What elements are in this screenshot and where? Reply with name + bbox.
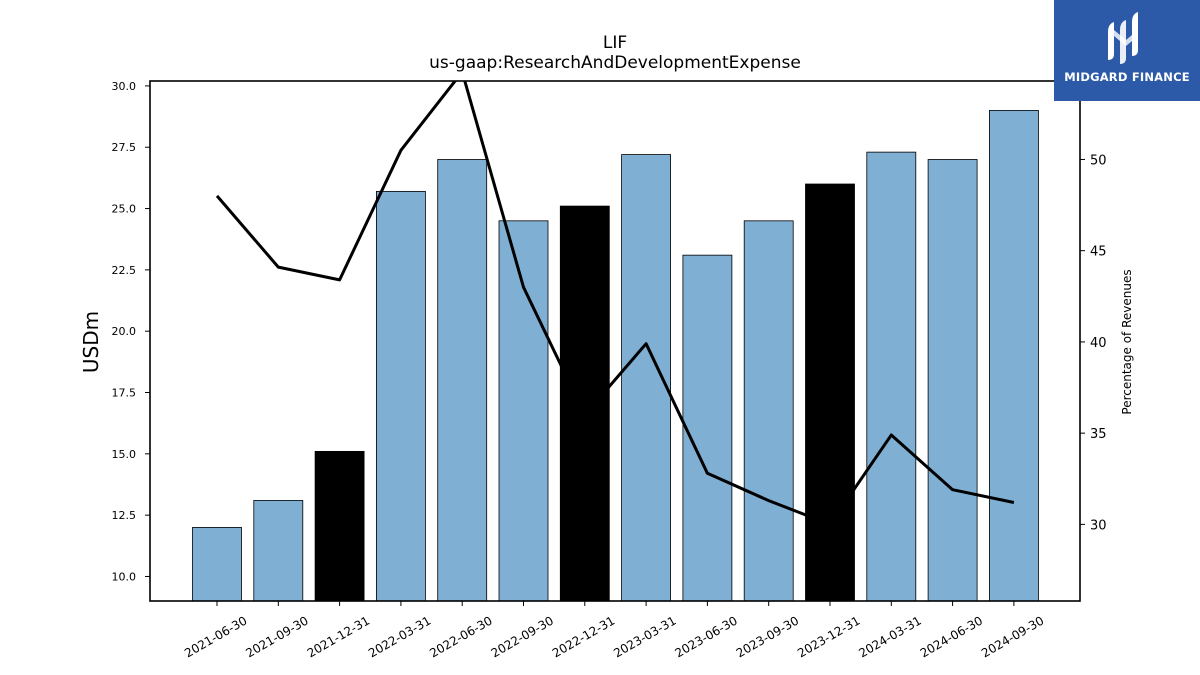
- y-tick-label: 12.5: [112, 509, 137, 522]
- bar-2023-06-30: [682, 254, 733, 602]
- y-tick-label: 10.0: [112, 570, 137, 583]
- y-tick-label: 27.5: [112, 141, 137, 154]
- bar-2021-06-30: [192, 527, 242, 602]
- bar-2021-12-31: [314, 450, 365, 602]
- midgard-finance-logo: MIDGARD FINANCE: [1054, 0, 1200, 101]
- y-tick-label: 17.5: [112, 387, 137, 400]
- x-tick-label: 2021-09-30: [243, 613, 310, 660]
- x-tick-label: 2022-12-31: [550, 613, 617, 660]
- midgard-finance-logo-icon: [1108, 12, 1138, 64]
- x-tick-label: 2021-12-31: [305, 613, 372, 660]
- x-tick-label: 2023-09-30: [734, 613, 801, 660]
- line-series: [215, 81, 1015, 526]
- x-tick-label: 2023-06-30: [672, 613, 739, 660]
- y-tick-label: 22.5: [112, 264, 137, 277]
- y2-tick-label: 50: [1090, 153, 1107, 168]
- y-tick-label: 15.0: [112, 448, 137, 461]
- y2-tick-label: 45: [1090, 245, 1107, 260]
- bar-2023-12-31: [805, 183, 855, 602]
- y-axis-label: USDm: [79, 311, 103, 373]
- chart-title: LIF: [603, 33, 627, 53]
- bar-2022-06-30: [437, 159, 488, 602]
- y2-tick-label: 40: [1090, 336, 1107, 351]
- y2-tick-label: 30: [1090, 518, 1107, 533]
- x-tick-label: 2021-06-30: [182, 613, 249, 660]
- x-tick-label: 2024-03-31: [856, 613, 923, 660]
- x-tick-label: 2023-12-31: [795, 613, 862, 660]
- bar-2022-12-31: [559, 205, 610, 602]
- x-tick-label: 2024-06-30: [918, 613, 985, 660]
- x-tick-label: 2024-09-30: [979, 613, 1046, 660]
- y2-tick-label: 35: [1090, 427, 1107, 442]
- y-tick-label: 20.0: [112, 325, 137, 338]
- bar-2022-03-31: [375, 190, 426, 602]
- bar-2024-06-30: [927, 159, 978, 602]
- y-tick-label: 30.0: [112, 80, 137, 93]
- bar-2024-03-31: [866, 151, 917, 602]
- logo-text: MIDGARD FINANCE: [1064, 70, 1190, 84]
- y2-axis-label: Percentage of Revenues: [1120, 269, 1134, 414]
- right-axis-ticks: 30 35 40 45 50: [1080, 153, 1107, 533]
- plot-frame: [149, 80, 1081, 602]
- left-axis-ticks: 10.0 12.5 15.0 17.5 20.0 22.5 25.0 27.5 30.0: [112, 80, 150, 583]
- bar-2021-09-30: [253, 500, 304, 602]
- bar-2023-09-30: [743, 220, 794, 602]
- x-tick-label: 2022-06-30: [427, 613, 494, 660]
- bar-2024-09-30: [989, 110, 1039, 602]
- x-tick-label: 2022-09-30: [489, 613, 556, 660]
- bar-2022-09-30: [498, 220, 549, 602]
- chart-subtitle: us-gaap:ResearchAndDevelopmentExpense: [429, 53, 801, 73]
- percentage-of-revenues-line: [215, 81, 1015, 526]
- bar-series: [192, 110, 1039, 602]
- x-axis-ticks: 2021-06-302021-09-302021-12-312022-03-31…: [182, 601, 1046, 660]
- x-tick-label: 2022-03-31: [366, 613, 433, 660]
- x-tick-label: 2023-03-31: [611, 613, 678, 660]
- y-tick-label: 25.0: [112, 203, 137, 216]
